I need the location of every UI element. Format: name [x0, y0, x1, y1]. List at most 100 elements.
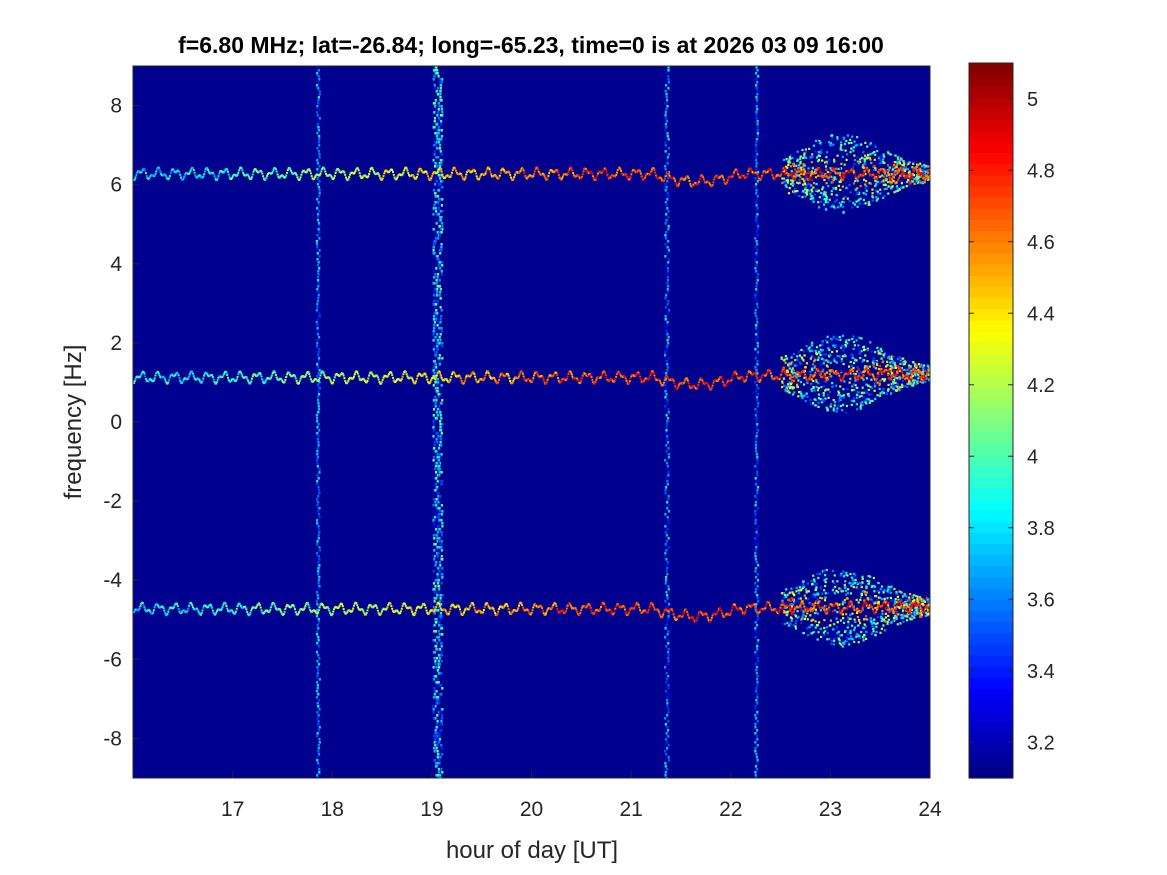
- burst-pixel: [441, 600, 444, 603]
- scatter-pixel: [903, 162, 906, 165]
- burst-pixel: [437, 525, 440, 528]
- scatter-pixel: [892, 154, 895, 157]
- scatter-pixel: [901, 616, 904, 619]
- burst-pixel: [440, 384, 443, 387]
- trace-point: [182, 379, 185, 382]
- burst-2: [664, 66, 671, 778]
- burst-pixel: [432, 534, 436, 537]
- scatter-pixel: [810, 402, 813, 406]
- scatter-pixel: [893, 361, 896, 364]
- burst-pixel: [436, 348, 439, 351]
- burst-pixel: [437, 672, 441, 675]
- trace-point: [888, 176, 891, 179]
- trace-point: [727, 177, 730, 180]
- trace-point: [431, 174, 434, 177]
- trace-point: [183, 176, 186, 178]
- scatter-pixel: [795, 590, 798, 593]
- scatter-pixel: [914, 606, 917, 609]
- trace-point: [294, 375, 296, 378]
- burst-pixel: [432, 456, 435, 459]
- scatter-pixel: [839, 397, 842, 400]
- trace-point: [343, 171, 346, 174]
- scatter-pixel: [814, 608, 817, 611]
- trace-point: [615, 174, 618, 176]
- scatter-pixel: [824, 194, 827, 197]
- trace-point: [415, 380, 418, 383]
- burst-pixel: [433, 117, 437, 120]
- trace-point: [849, 170, 852, 173]
- burst-pixel: [665, 348, 668, 351]
- burst-pixel: [665, 624, 668, 627]
- burst-pixel: [435, 657, 438, 660]
- scatter-pixel: [789, 599, 793, 602]
- burst-pixel: [754, 414, 757, 417]
- burst-pixel: [434, 282, 437, 285]
- trace-point: [756, 173, 759, 176]
- scatter-pixel: [892, 180, 895, 183]
- scatter-pixel: [882, 196, 885, 199]
- scatter-pixel: [817, 358, 820, 361]
- scatter-pixel: [799, 176, 802, 179]
- trace-point: [197, 377, 200, 380]
- burst-pixel: [318, 771, 321, 774]
- burst-pixel: [437, 606, 440, 609]
- trace-point: [568, 169, 571, 172]
- scatter-pixel: [916, 181, 919, 185]
- scatter-cloud-1: [780, 334, 930, 414]
- scatter-pixel: [821, 172, 824, 175]
- burst-pixel: [755, 339, 758, 342]
- burst-pixel: [438, 465, 441, 468]
- burst-pixel: [755, 687, 758, 690]
- burst-pixel: [441, 261, 444, 264]
- trace-point: [218, 172, 221, 175]
- burst-pixel: [440, 540, 443, 543]
- scatter-pixel: [875, 196, 878, 199]
- trace-point: [376, 374, 379, 377]
- scatter-pixel: [804, 182, 807, 185]
- scatter-pixel: [789, 161, 792, 164]
- scatter-pixel: [806, 381, 809, 384]
- burst-pixel: [317, 405, 320, 408]
- scatter-pixel: [822, 362, 825, 365]
- burst-pixel: [667, 81, 670, 84]
- scatter-pixel: [824, 596, 827, 599]
- trace-point: [626, 175, 629, 178]
- scatter-pixel: [780, 357, 783, 361]
- burst-pixel: [435, 267, 438, 270]
- scatter-pixel: [915, 365, 918, 368]
- burst-pixel: [440, 645, 443, 648]
- trace-point: [443, 177, 446, 179]
- burst-pixel: [756, 684, 759, 687]
- burst-pixel: [755, 432, 759, 435]
- trace-point: [761, 174, 763, 177]
- scatter-pixel: [854, 578, 857, 581]
- scatter-pixel: [800, 172, 803, 175]
- burst-pixel: [441, 576, 444, 579]
- scatter-pixel: [805, 362, 808, 365]
- burst-pixel: [435, 222, 438, 225]
- burst-pixel: [438, 624, 441, 627]
- scatter-pixel: [892, 611, 895, 614]
- scatter-pixel: [823, 191, 826, 194]
- burst-pixel: [317, 360, 320, 363]
- scatter-pixel: [797, 170, 800, 173]
- scatter-pixel: [789, 382, 793, 386]
- burst-pixel: [440, 249, 443, 252]
- burst-pixel: [665, 381, 668, 384]
- scatter-pixel: [797, 375, 800, 378]
- trace-point: [177, 374, 180, 377]
- trace-point: [379, 177, 382, 180]
- trace-point: [819, 170, 822, 173]
- trace-point: [921, 173, 924, 176]
- scatter-pixel: [812, 144, 816, 147]
- trace-point: [557, 173, 560, 176]
- scatter-pixel: [853, 581, 856, 585]
- scatter-pixel: [799, 589, 803, 592]
- burst-pixel: [316, 303, 319, 306]
- burst-pixel: [667, 510, 671, 513]
- burst-pixel: [435, 411, 438, 414]
- scatter-pixel: [823, 570, 826, 573]
- scatter-pixel: [878, 380, 881, 383]
- trace-point: [133, 178, 136, 181]
- burst-pixel: [318, 195, 321, 198]
